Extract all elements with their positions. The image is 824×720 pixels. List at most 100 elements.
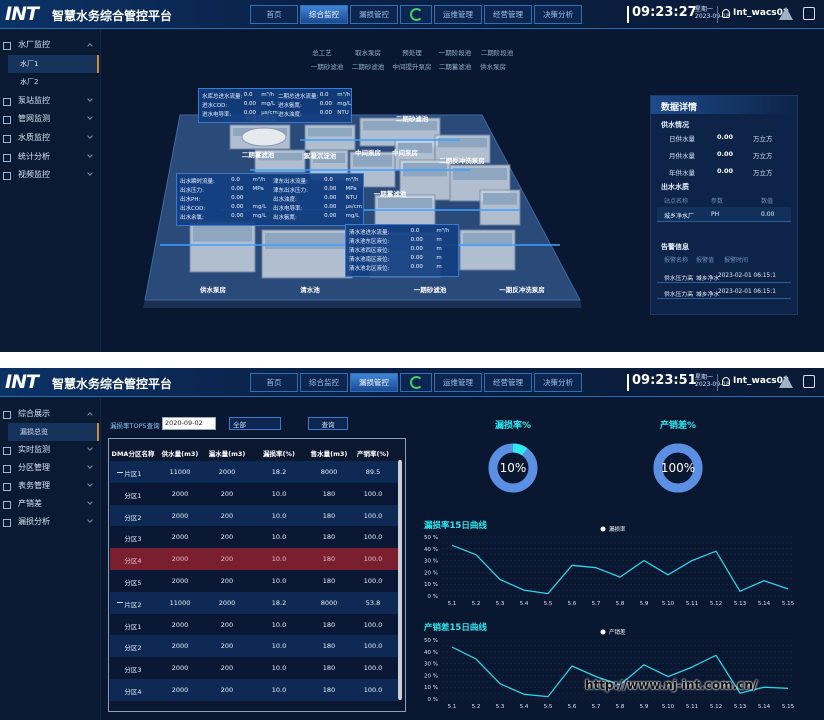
process-tab[interactable]: 供水泵房 (480, 63, 506, 71)
process-tab[interactable]: 二期阶段池 (480, 49, 514, 57)
table-header: 漏损率(%) (263, 450, 295, 458)
menu-item[interactable]: 漏损分析 (18, 517, 50, 526)
process-tab[interactable]: 二期蓄滤池 (438, 63, 472, 71)
info-unit: m (436, 255, 442, 261)
nav-tab[interactable]: 经营管理 (484, 373, 532, 392)
x-tick-label: 5.9 (640, 704, 649, 710)
table-row[interactable] (110, 548, 398, 570)
table-cell: 10.0 (271, 577, 287, 585)
detail-title: 数据详情 (661, 103, 698, 113)
table-cell: 10.0 (271, 511, 287, 520)
process-tab[interactable]: 预处理 (402, 49, 422, 57)
process-tab[interactable]: 二期砂滤池 (351, 63, 385, 71)
y-tick-label: 40 % (424, 547, 438, 553)
button-text[interactable]: 查询 (321, 421, 335, 429)
table-cell: 分区3 (124, 666, 142, 675)
supply-unit: 万立方 (753, 152, 773, 160)
submenu-item[interactable]: 漏损总览 (20, 428, 48, 436)
nav-tab[interactable]: 综合监控 (300, 5, 348, 24)
table-header: DMA分区名称 (111, 450, 155, 458)
table-row[interactable] (110, 570, 398, 592)
nav-tab[interactable]: 决策分析 (534, 5, 582, 24)
nav-tab[interactable]: 经营管理 (484, 5, 532, 24)
menu-item[interactable]: 管网监测 (18, 114, 50, 124)
table-row[interactable] (110, 679, 398, 701)
x-tick-label: 5.14 (758, 601, 771, 607)
table-row[interactable] (110, 635, 398, 658)
nav-tab[interactable]: 运维管理 (434, 5, 482, 24)
table-cell: 200 (220, 620, 234, 629)
user-name[interactable]: Int_wacs02 (733, 8, 790, 18)
process-tab[interactable]: 取水泵房 (355, 49, 381, 57)
table-cell: 100.0 (363, 555, 383, 564)
chart-title: 产销差15日曲线 (424, 622, 487, 633)
info-value: 0.00 (324, 213, 337, 219)
table-row[interactable] (110, 461, 398, 483)
recycle-icon[interactable] (400, 373, 432, 392)
table-header: 售水量(m3) (310, 450, 348, 458)
nav-tab[interactable]: 综合监控 (300, 373, 348, 392)
table-row[interactable] (110, 526, 398, 549)
process-tab[interactable]: 中间提升泵房 (392, 63, 432, 71)
nav-tab[interactable]: 首页 (250, 5, 298, 24)
select[interactable] (229, 417, 281, 430)
table-row[interactable] (110, 591, 398, 614)
menu-item[interactable]: 实时监测 (18, 445, 50, 454)
info-label: 出水瞬时流量: (180, 179, 215, 185)
table-cell: 11000 (169, 468, 191, 476)
recycle-icon[interactable] (400, 5, 432, 24)
building-roof (378, 198, 432, 208)
x-tick-label: 5.15 (782, 704, 795, 710)
x-tick-label: 5.7 (592, 601, 601, 607)
menu-item[interactable]: 分区管理 (18, 463, 50, 472)
nav-tab[interactable]: 漏损管控 (350, 373, 398, 392)
exit-icon[interactable] (803, 7, 815, 20)
menu-item[interactable]: 水厂监控 (18, 40, 50, 49)
info-value: 0.0 (319, 92, 329, 98)
menu-icon (3, 501, 11, 509)
menu-item[interactable]: 综合展示 (18, 409, 50, 418)
menu-item[interactable]: 统计分析 (18, 151, 50, 161)
menu-item[interactable]: 产销差 (18, 499, 42, 508)
logo: INT (5, 3, 39, 25)
info-value: 0.0 (231, 177, 240, 183)
table-cell: 200 (220, 555, 234, 564)
table-row[interactable] (110, 657, 398, 679)
nav-tab[interactable]: 决策分析 (534, 373, 582, 392)
table-cell: 2023-02-01 06:15:1 (718, 273, 776, 279)
menu-item[interactable]: 视频监控 (18, 170, 50, 180)
menu-item[interactable]: 水质监控 (18, 133, 50, 142)
nav-tab[interactable]: 漏损管控 (350, 5, 398, 24)
x-tick-label: 5.9 (640, 601, 649, 607)
alarm-icon[interactable] (779, 375, 793, 388)
nav-tab[interactable]: 运维管理 (434, 373, 482, 392)
alarm-icon[interactable] (779, 7, 793, 20)
table-cell: 180 (322, 664, 336, 673)
menu-item[interactable]: 泵站监控 (18, 95, 50, 105)
exit-icon[interactable] (803, 375, 815, 388)
table-header: 报警时间 (724, 257, 749, 264)
x-tick-label: 5.2 (472, 601, 481, 607)
header: INT 智慧水务综合管控平台 首页 综合监控 漏损管控 运维管理 经营管理 决策分析 09:23… (0, 0, 824, 29)
query-button[interactable] (308, 417, 348, 430)
menu-item[interactable]: 表务管理 (18, 481, 50, 490)
submenu-item[interactable]: 水厂1 (20, 59, 39, 68)
submenu-item[interactable]: 水厂2 (20, 78, 39, 87)
process-tab[interactable]: 一期砂滤池 (310, 63, 344, 71)
supply-value: 0.00 (717, 167, 734, 175)
table-cell: 片区1 (124, 470, 142, 478)
date-text[interactable]: 2020-09-02 (165, 419, 203, 427)
table-row[interactable] (110, 504, 398, 527)
table-row[interactable] (110, 613, 398, 636)
user-name[interactable]: Int_wacs02 (733, 376, 790, 386)
user-icon (722, 377, 730, 386)
process-tab[interactable]: 一期阶段池 (438, 49, 472, 57)
info-unit: mg/L (345, 213, 360, 219)
process-tab[interactable]: 总工艺 (312, 49, 332, 57)
detail-header (651, 96, 797, 114)
info-value: 0.00 (231, 213, 244, 219)
info-unit: μs/cm (345, 204, 363, 210)
building-roof (308, 128, 352, 137)
nav-tab[interactable]: 首页 (250, 373, 298, 392)
table-row[interactable] (110, 482, 398, 505)
